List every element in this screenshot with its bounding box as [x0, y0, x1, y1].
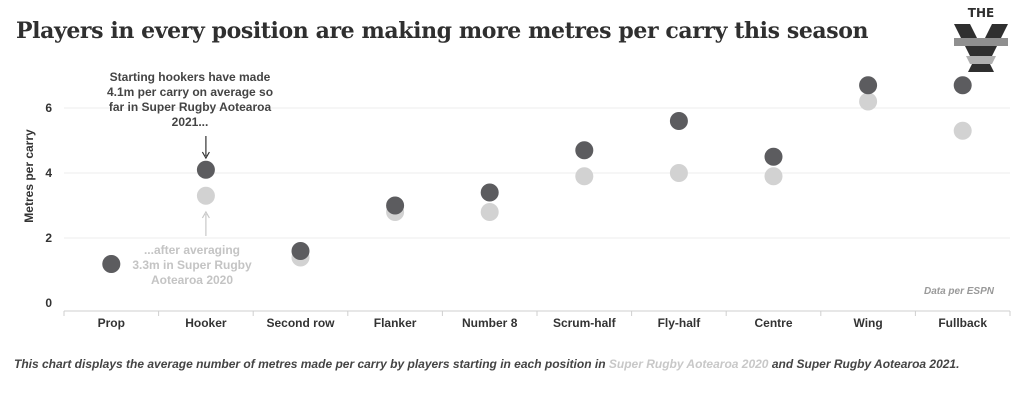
data-point-2020 [196, 186, 215, 205]
caption-middle: and [768, 357, 797, 371]
annotation-arrowhead-2021 [201, 151, 210, 160]
x-tick-label: Prop [98, 316, 125, 330]
the-xv-logo: THE [954, 6, 1008, 72]
x-tick-label: Number 8 [462, 316, 518, 330]
annotation-hooker-2020: ...after averaging 3.3m in Super Rugby A… [132, 243, 252, 287]
data-point-2021 [953, 76, 972, 95]
x-tick-label: Flanker [374, 316, 417, 330]
data-point-2021 [102, 255, 121, 273]
data-point-2020 [953, 121, 972, 140]
data-point-2021 [669, 112, 688, 130]
data-point-2020 [480, 203, 499, 221]
caption-prefix: This chart displays the average number o… [14, 357, 609, 371]
x-tick-label: Wing [853, 316, 882, 330]
y-tick-label-2: 2 [45, 231, 52, 245]
chart-title: Players in every position are making mor… [16, 18, 869, 44]
data-point-2020 [764, 167, 783, 186]
data-point-2020 [859, 92, 878, 111]
x-tick-label: Centre [754, 316, 792, 330]
data-point-2021 [386, 196, 405, 215]
caption-season-2021: Super Rugby Aotearoa 2021 [796, 357, 957, 371]
x-tick-label: Scrum-half [553, 316, 617, 330]
data-point-2020 [669, 164, 688, 182]
data-point-2021 [291, 242, 310, 260]
y-tick-label-4: 4 [45, 166, 52, 180]
x-tick-label: Hooker [185, 316, 227, 330]
annotation-hooker-2021: Starting hookers have made 4.1m per carr… [106, 70, 274, 129]
x-tick-label: Fly-half [658, 316, 702, 330]
data-point-2020 [575, 167, 594, 186]
y-tick-label-0: 0 [45, 296, 52, 310]
data-point-2021 [575, 141, 594, 160]
data-point-2021 [859, 76, 878, 95]
x-tick-label: Fullback [938, 316, 987, 330]
source-note: Data per ESPN [923, 286, 994, 297]
data-point-2021 [764, 147, 783, 166]
chart-caption: This chart displays the average number o… [14, 357, 959, 371]
data-point-2021 [480, 183, 499, 202]
annotation-arrowhead-2020 [201, 210, 210, 219]
caption-suffix: . [956, 357, 960, 371]
data-point-2021 [196, 160, 215, 179]
x-tick-label: Second row [266, 316, 335, 330]
svg-text:THE: THE [968, 6, 994, 20]
caption-season-2020: Super Rugby Aotearoa 2020 [608, 357, 769, 371]
y-tick-label-6: 6 [45, 101, 52, 115]
